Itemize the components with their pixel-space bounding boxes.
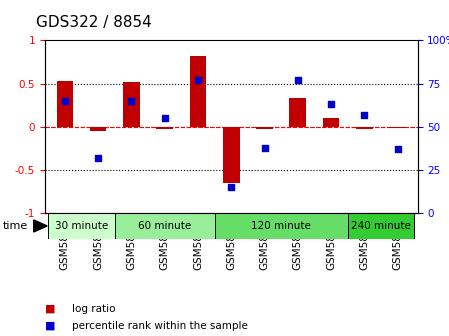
Point <box>228 185 235 190</box>
Bar <box>356 127 373 129</box>
Bar <box>348 213 414 239</box>
Point <box>161 116 168 121</box>
Bar <box>256 127 273 129</box>
Text: 60 minute: 60 minute <box>138 221 191 231</box>
Bar <box>189 56 206 127</box>
Point <box>294 77 301 83</box>
Point <box>261 145 268 150</box>
Text: 120 minute: 120 minute <box>251 221 311 231</box>
Bar <box>290 98 306 127</box>
Point <box>327 102 335 107</box>
Text: 240 minute: 240 minute <box>351 221 411 231</box>
Bar <box>57 81 73 127</box>
Text: ■: ■ <box>45 321 55 331</box>
Bar <box>123 82 140 127</box>
Text: GDS322 / 8854: GDS322 / 8854 <box>36 15 152 30</box>
Point <box>394 146 401 152</box>
Bar <box>215 213 348 239</box>
Point <box>194 77 202 83</box>
Bar <box>389 127 406 128</box>
Text: log ratio: log ratio <box>72 304 115 314</box>
Bar <box>323 118 339 127</box>
Point <box>61 98 68 103</box>
Bar <box>156 127 173 129</box>
Bar <box>115 213 215 239</box>
Point <box>95 155 102 161</box>
Bar <box>223 127 240 183</box>
Bar <box>90 127 106 131</box>
Point <box>361 112 368 117</box>
Text: time: time <box>2 221 27 231</box>
Point <box>128 98 135 103</box>
Text: ■: ■ <box>45 304 55 314</box>
Text: percentile rank within the sample: percentile rank within the sample <box>72 321 248 331</box>
Bar <box>48 213 115 239</box>
Text: 30 minute: 30 minute <box>55 221 108 231</box>
